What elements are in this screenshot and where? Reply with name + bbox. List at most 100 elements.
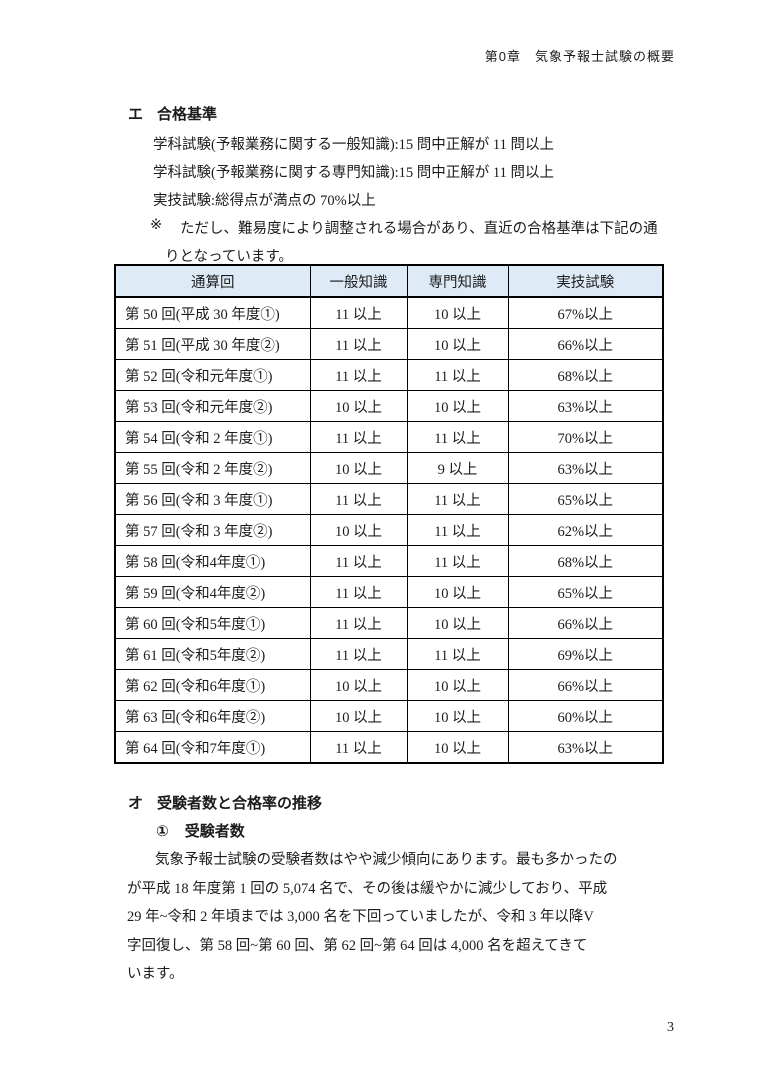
table-row: 第 61 回(令和5年度②) 11 以上 11 以上 69%以上 xyxy=(114,638,664,670)
table-cell: 11 以上 xyxy=(309,359,408,391)
applicant-count-paragraph: 気象予報士試験の受験者数はやや減少傾向にあります。最も多かったの が平成 18 … xyxy=(127,846,693,989)
table-row: 第 51 回(平成 30 年度②) 11 以上 10 以上 66%以上 xyxy=(114,328,664,360)
table-cell: 11 以上 xyxy=(406,359,509,391)
table-cell: 65%以上 xyxy=(507,576,664,608)
table-cell: 11 以上 xyxy=(309,576,408,608)
table-cell: 11 以上 xyxy=(309,296,408,329)
table-cell: 第 52 回(令和元年度①) xyxy=(114,359,311,391)
paragraph-line: が平成 18 年度第 1 回の 5,074 名で、その後は緩やかに減少しており、… xyxy=(127,880,608,897)
table-cell: 第 51 回(平成 30 年度②) xyxy=(114,328,311,360)
column-header-practical: 実技試験 xyxy=(507,264,664,298)
table-cell: 70%以上 xyxy=(507,421,664,453)
note-marker: ※ xyxy=(150,217,163,233)
section-title: 受験者数と合格率の推移 xyxy=(157,795,323,812)
criteria-line-specialized: 学科試験(予報業務に関する専門知識):15 問中正解が 11 問以上 xyxy=(153,165,555,181)
table-row: 第 54 回(令和 2 年度①) 11 以上 11 以上 70%以上 xyxy=(114,421,664,453)
table-row: 第 56 回(令和 3 年度①) 11 以上 11 以上 65%以上 xyxy=(114,483,664,515)
page-number: 3 xyxy=(667,1020,674,1035)
table-cell: 10 以上 xyxy=(309,452,408,484)
table-cell: 10 以上 xyxy=(309,700,408,732)
table-cell: 10 以上 xyxy=(309,514,408,546)
table-cell: 63%以上 xyxy=(507,452,664,484)
table-cell: 66%以上 xyxy=(507,607,664,639)
criteria-line-practical: 実技試験:総得点が満点の 70%以上 xyxy=(153,193,376,209)
table-row: 第 64 回(令和7年度①) 11 以上 10 以上 63%以上 xyxy=(114,731,664,764)
section-marker: エ xyxy=(128,106,144,123)
paragraph-line: 29 年~令和 2 年頃までは 3,000 名を下回っていましたが、令和 3 年… xyxy=(127,909,594,926)
table-cell: 第 57 回(令和 3 年度②) xyxy=(114,514,311,546)
table-cell: 10 以上 xyxy=(406,607,509,639)
subsection-marker: ① xyxy=(156,823,169,840)
table-cell: 11 以上 xyxy=(406,545,509,577)
table-cell: 11 以上 xyxy=(406,514,509,546)
column-header-exam-number: 通算回 xyxy=(114,264,311,298)
criteria-line-general: 学科試験(予報業務に関する一般知識):15 問中正解が 11 問以上 xyxy=(153,137,555,153)
table-cell: 63%以上 xyxy=(507,731,664,764)
paragraph-line: 気象予報士試験の受験者数はやや減少傾向にあります。最も多かったの xyxy=(155,852,618,868)
table-cell: 11 以上 xyxy=(309,421,408,453)
table-cell: 11 以上 xyxy=(309,483,408,515)
table-cell: 10 以上 xyxy=(309,390,408,422)
table-cell: 11 以上 xyxy=(406,483,509,515)
table-cell: 10 以上 xyxy=(406,669,509,701)
table-cell: 68%以上 xyxy=(507,359,664,391)
pass-criteria-table: 通算回 一般知識 専門知識 実技試験 第 50 回(平成 30 年度①) 11 … xyxy=(114,264,664,764)
table-cell: 10 以上 xyxy=(309,669,408,701)
table-cell: 66%以上 xyxy=(507,328,664,360)
table-cell: 第 55 回(令和 2 年度②) xyxy=(114,452,311,484)
table-cell: 68%以上 xyxy=(507,545,664,577)
table-row: 第 60 回(令和5年度①) 11 以上 10 以上 66%以上 xyxy=(114,607,664,639)
table-cell: 第 54 回(令和 2 年度①) xyxy=(114,421,311,453)
table-cell: 65%以上 xyxy=(507,483,664,515)
table-cell: 10 以上 xyxy=(406,296,509,329)
section-heading-applicant-trend: オ受験者数と合格率の推移 xyxy=(128,792,322,813)
table-cell: 10 以上 xyxy=(406,328,509,360)
section-heading-pass-criteria: エ合格基準 xyxy=(128,103,217,124)
table-cell: 第 62 回(令和6年度①) xyxy=(114,669,311,701)
chapter-header: 第0章 気象予報士試験の概要 xyxy=(484,49,675,64)
subsection-title: 受験者数 xyxy=(184,823,245,840)
table-cell: 第 59 回(令和4年度②) xyxy=(114,576,311,608)
table-cell: 60%以上 xyxy=(507,700,664,732)
table-cell: 第 61 回(令和5年度②) xyxy=(114,638,311,670)
note-line-2: りとなっています。 xyxy=(165,249,293,265)
table-cell: 11 以上 xyxy=(309,731,408,764)
table-cell: 11 以上 xyxy=(406,638,509,670)
table-row: 第 50 回(平成 30 年度①) 11 以上 10 以上 67%以上 xyxy=(114,296,664,329)
table-cell: 10 以上 xyxy=(406,700,509,732)
table-row: 第 63 回(令和6年度②) 10 以上 10 以上 60%以上 xyxy=(114,700,664,732)
table-cell: 11 以上 xyxy=(309,328,408,360)
table-row: 第 55 回(令和 2 年度②) 10 以上 9 以上 63%以上 xyxy=(114,452,664,484)
paragraph-line: 字回復し、第 58 回~第 60 回、第 62 回~第 64 回は 4,000 … xyxy=(127,937,588,954)
table-cell: 第 64 回(令和7年度①) xyxy=(114,731,311,764)
paragraph-line: います。 xyxy=(127,966,184,983)
table-cell: 69%以上 xyxy=(507,638,664,670)
table-cell: 第 53 回(令和元年度②) xyxy=(114,390,311,422)
table-cell: 第 56 回(令和 3 年度①) xyxy=(114,483,311,515)
table-cell: 11 以上 xyxy=(406,421,509,453)
table-cell: 第 60 回(令和5年度①) xyxy=(114,607,311,639)
table-cell: 9 以上 xyxy=(406,452,509,484)
table-row: 第 62 回(令和6年度①) 10 以上 10 以上 66%以上 xyxy=(114,669,664,701)
table-row: 第 58 回(令和4年度①) 11 以上 11 以上 68%以上 xyxy=(114,545,664,577)
table-row: 第 59 回(令和4年度②) 11 以上 10 以上 65%以上 xyxy=(114,576,664,608)
column-header-general: 一般知識 xyxy=(309,264,408,298)
table-cell: 66%以上 xyxy=(507,669,664,701)
table-cell: 11 以上 xyxy=(309,607,408,639)
table-cell: 10 以上 xyxy=(406,576,509,608)
table-cell: 67%以上 xyxy=(507,296,664,329)
note-line-1: ただし、難易度により調整される場合があり、直近の合格基準は下記の通 xyxy=(180,221,658,237)
table-cell: 第 58 回(令和4年度①) xyxy=(114,545,311,577)
table-header-row: 通算回 一般知識 専門知識 実技試験 xyxy=(114,264,664,298)
table-cell: 63%以上 xyxy=(507,390,664,422)
table-cell: 62%以上 xyxy=(507,514,664,546)
table-cell: 10 以上 xyxy=(406,390,509,422)
column-header-specialized: 専門知識 xyxy=(406,264,509,298)
table-row: 第 52 回(令和元年度①) 11 以上 11 以上 68%以上 xyxy=(114,359,664,391)
table-row: 第 53 回(令和元年度②) 10 以上 10 以上 63%以上 xyxy=(114,390,664,422)
table-cell: 第 63 回(令和6年度②) xyxy=(114,700,311,732)
subsection-heading-applicant-count: ① 受験者数 xyxy=(156,820,245,841)
table-cell: 第 50 回(平成 30 年度①) xyxy=(114,296,311,329)
section-title: 合格基準 xyxy=(157,106,218,123)
